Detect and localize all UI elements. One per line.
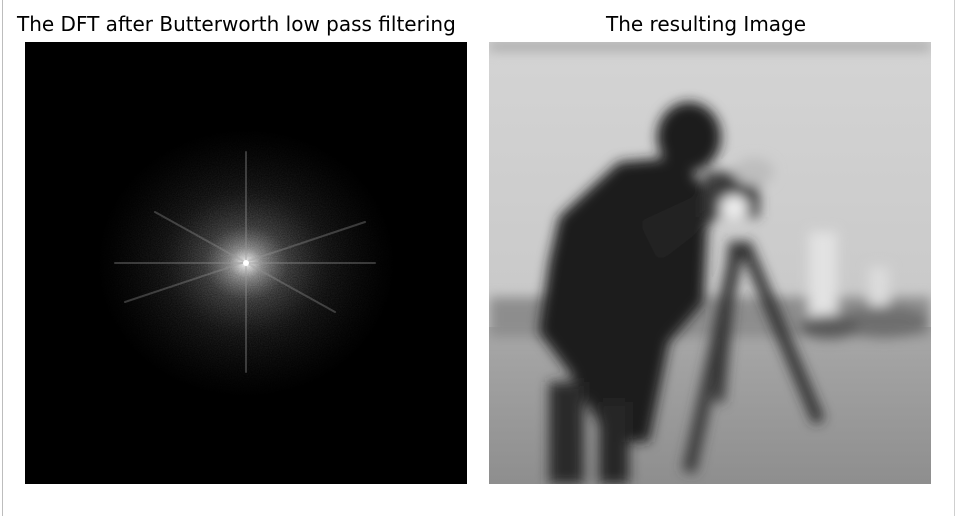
dft-spectrum-graphic (25, 42, 467, 484)
filtered-result-graphic (489, 42, 931, 484)
dft-spectrum-image (25, 42, 467, 484)
left-panel-title: The DFT after Butterworth low pass filte… (17, 12, 456, 36)
right-panel-title: The resulting Image (606, 12, 807, 36)
filtered-result-image (489, 42, 931, 484)
window-left-border (2, 0, 3, 516)
